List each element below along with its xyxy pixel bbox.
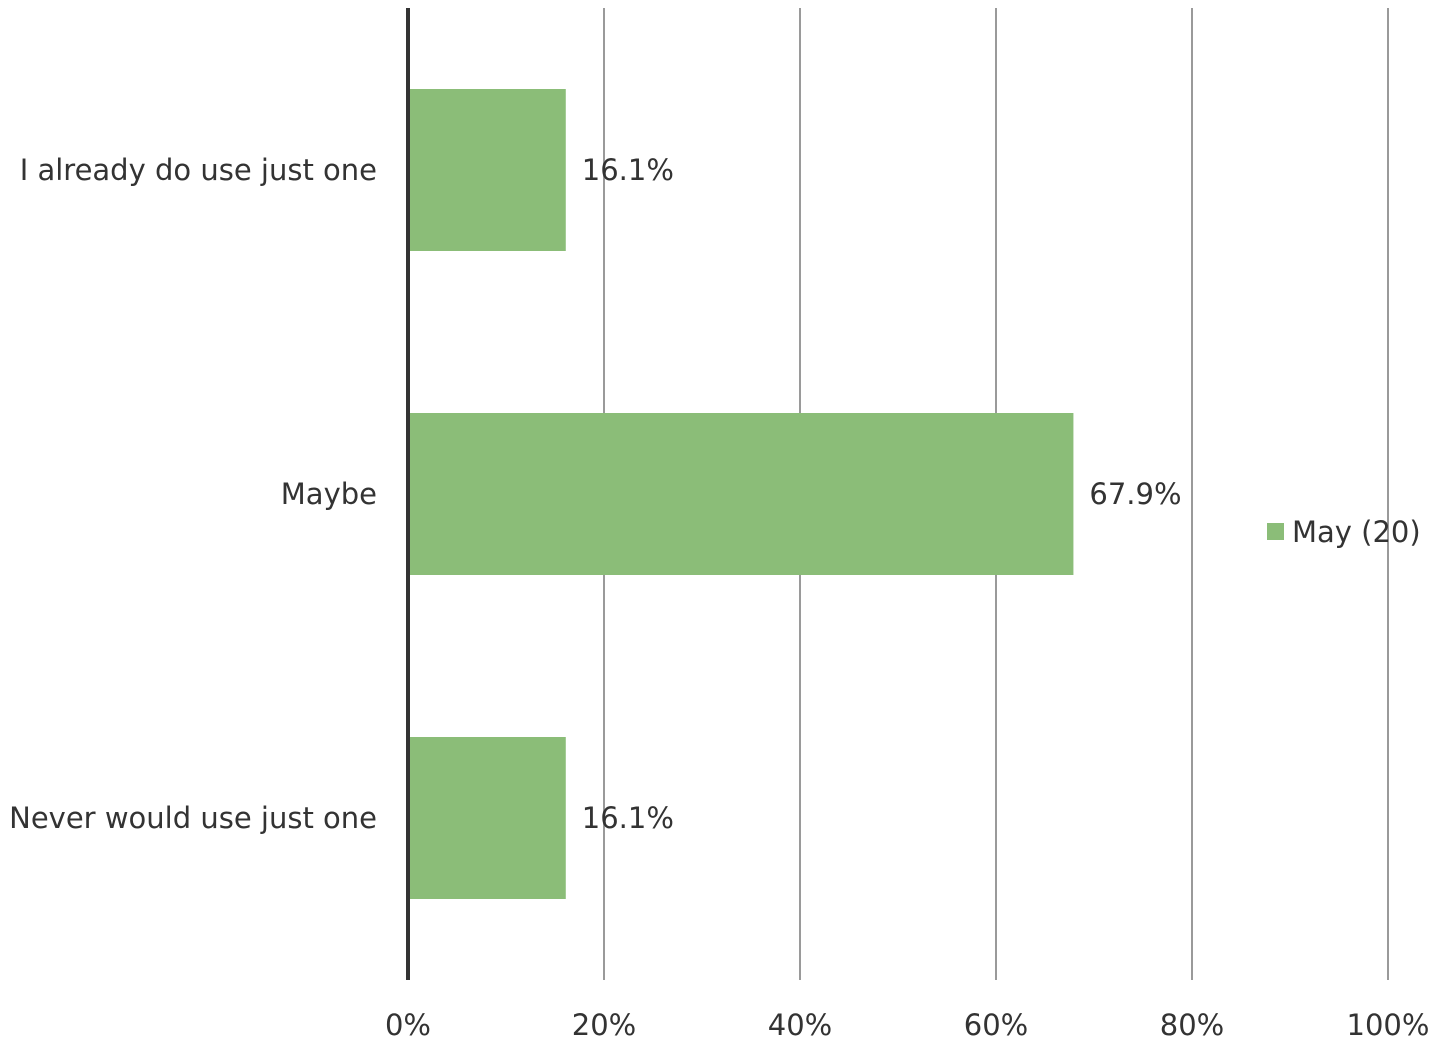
legend: May (20) bbox=[1267, 515, 1421, 549]
category-label: Never would use just one bbox=[9, 801, 377, 835]
x-tick-label: 20% bbox=[572, 1008, 636, 1040]
category-label: Maybe bbox=[281, 477, 377, 511]
data-label: 16.1% bbox=[582, 801, 674, 835]
x-tick-label: 0% bbox=[385, 1008, 431, 1040]
x-tick-label: 100% bbox=[1347, 1008, 1430, 1040]
bar-0 bbox=[408, 89, 566, 251]
legend-label: May (20) bbox=[1292, 515, 1421, 549]
data-label: 67.9% bbox=[1089, 477, 1181, 511]
bar-2 bbox=[408, 737, 566, 899]
bars bbox=[408, 89, 1074, 899]
x-tick-label: 60% bbox=[964, 1008, 1028, 1040]
data-label: 16.1% bbox=[582, 153, 674, 187]
category-label: I already do use just one bbox=[20, 153, 377, 187]
bar-1 bbox=[408, 413, 1074, 575]
x-tick-label: 40% bbox=[768, 1008, 832, 1040]
legend-swatch bbox=[1267, 523, 1284, 540]
x-tick-label: 80% bbox=[1160, 1008, 1224, 1040]
labels: 0% 20% 40% 60% 80% 100% I already do use just … bbox=[9, 153, 1429, 1040]
